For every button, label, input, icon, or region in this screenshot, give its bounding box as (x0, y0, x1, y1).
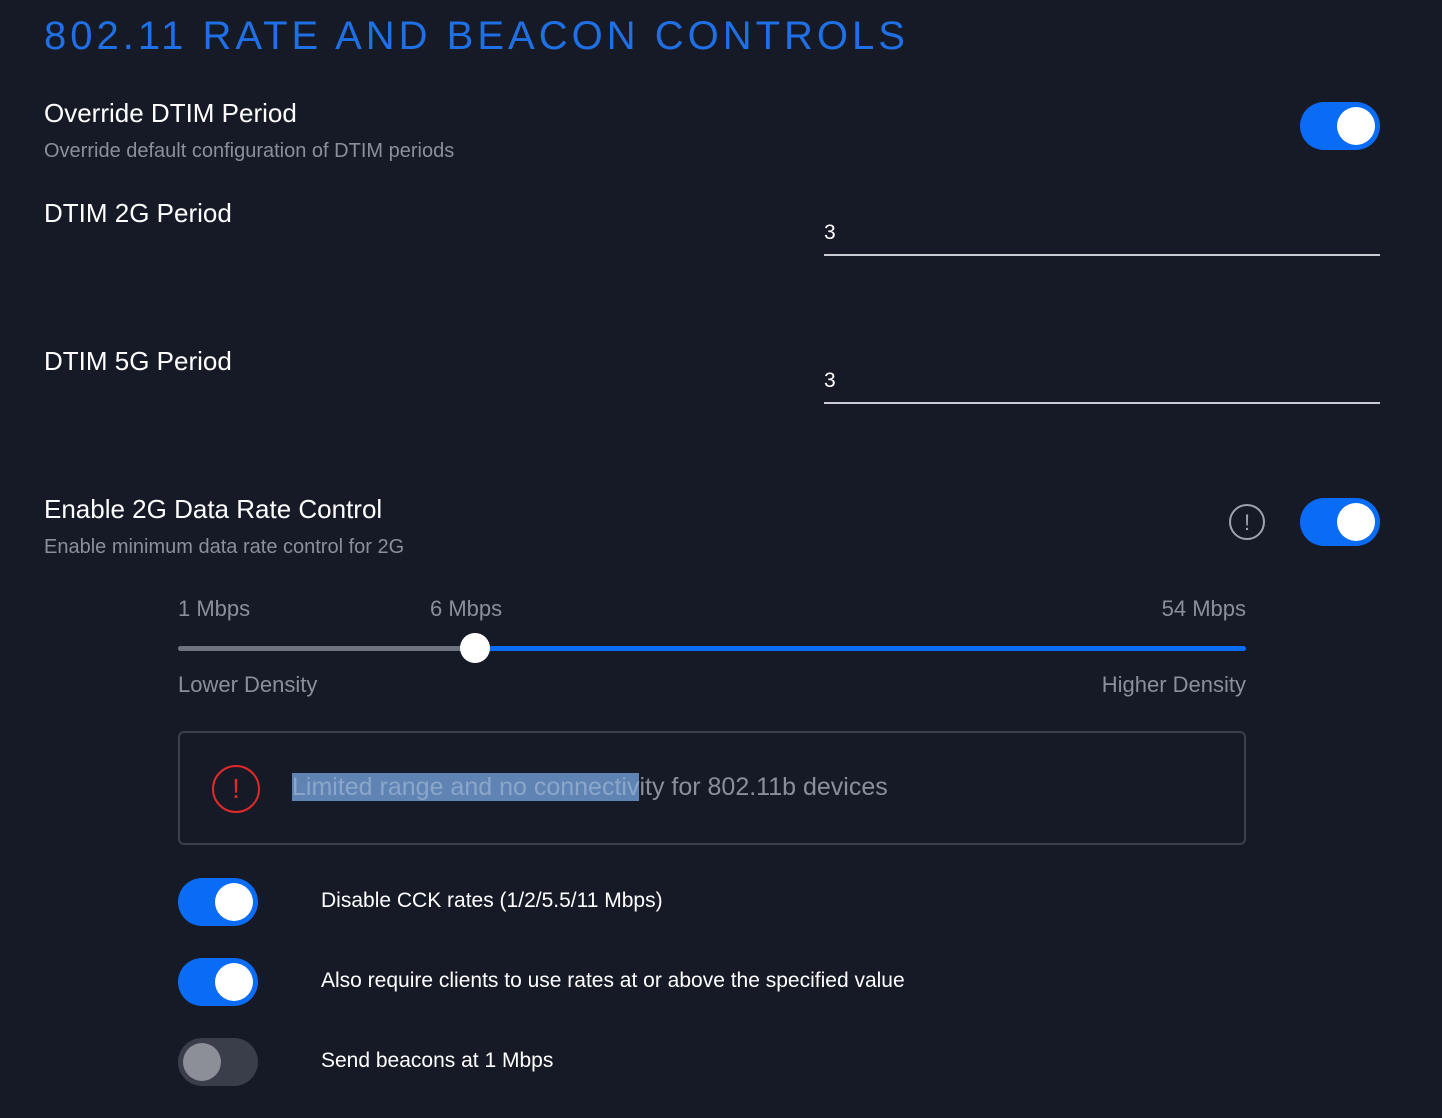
warning-text-selected: Limited range and no connectiv (292, 773, 640, 801)
rate-control-2g-toggle[interactable] (1300, 498, 1380, 546)
section-title: 802.11 RATE AND BEACON CONTROLS (44, 14, 909, 58)
dtim-5g-input[interactable] (824, 360, 1380, 404)
disable-cck-label: Disable CCK rates (1/2/5.5/11 Mbps) (321, 889, 663, 912)
slider-track[interactable] (178, 646, 1246, 651)
slider-thumb[interactable] (460, 633, 490, 663)
slider-min-label: 1 Mbps (178, 596, 251, 621)
beacons-1mbps-label: Send beacons at 1 Mbps (321, 1049, 554, 1072)
warning-icon: ! (212, 765, 260, 813)
toggle-knob (215, 883, 253, 921)
require-min-rate-label: Also require clients to use rates at or … (321, 969, 905, 992)
toggle-knob (215, 963, 253, 1001)
slider-current-label: 6 Mbps (430, 596, 503, 621)
slider-max-label: 54 Mbps (1161, 596, 1246, 621)
toggle-knob (1337, 107, 1375, 145)
toggle-knob (183, 1043, 221, 1081)
slider-right-caption: Higher Density (1101, 672, 1246, 697)
warning-text-rest: ity for 802.11b devices (639, 773, 888, 801)
dtim-2g-label: DTIM 2G Period (44, 198, 232, 228)
warning-text: Limited range and no connectivity for 80… (292, 773, 888, 802)
dtim-2g-input[interactable] (824, 212, 1380, 256)
dtim-5g-label: DTIM 5G Period (44, 346, 232, 376)
require-min-rate-toggle[interactable] (178, 958, 258, 1006)
rate-control-2g-title: Enable 2G Data Rate Control (44, 494, 383, 524)
override-dtim-title: Override DTIM Period (44, 98, 297, 128)
override-dtim-description: Override default configuration of DTIM p… (44, 140, 455, 162)
slider-left-caption: Lower Density (178, 672, 318, 697)
slider-low-segment (178, 646, 475, 651)
rate-control-2g-description: Enable minimum data rate control for 2G (44, 536, 405, 558)
disable-cck-toggle[interactable] (178, 878, 258, 926)
beacons-1mbps-toggle[interactable] (178, 1038, 258, 1086)
info-icon[interactable]: ! (1229, 504, 1265, 540)
override-dtim-toggle[interactable] (1300, 102, 1380, 150)
toggle-knob (1337, 503, 1375, 541)
warning-box (178, 731, 1246, 845)
